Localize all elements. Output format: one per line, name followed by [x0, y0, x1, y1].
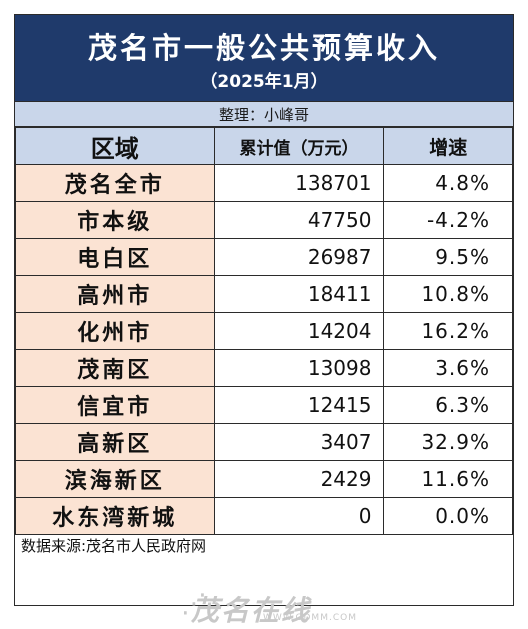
table-row: 高新区 3407 32.9%: [15, 423, 513, 461]
table-card: 茂名市一般公共预算收入 （2025年1月） 整理：小峰哥 区域 累计值（万元） …: [14, 14, 514, 627]
region-cell: 滨海新区: [15, 460, 215, 498]
table-row: 化州市 14204 16.2%: [15, 312, 513, 350]
value-cell: 138701: [213, 164, 385, 202]
table-header-row: 区域 累计值（万元） 增速: [15, 127, 513, 165]
region-cell: 电白区: [15, 238, 215, 276]
growth-cell: 9.5%: [383, 238, 513, 276]
table-row: 电白区 26987 9.5%: [15, 238, 513, 276]
growth-cell: -4.2%: [383, 201, 513, 239]
growth-cell: 11.6%: [383, 460, 513, 498]
page-subtitle: （2025年1月）: [200, 72, 328, 92]
region-cell: 茂南区: [15, 349, 215, 387]
table-row: 茂名全市 138701 4.8%: [15, 164, 513, 202]
value-cell: 18411: [213, 275, 385, 313]
region-cell: 化州市: [15, 312, 215, 350]
table-row: 市本级 47750 -4.2%: [15, 201, 513, 239]
data-source-note: 数据来源:茂名市人民政府网: [21, 537, 207, 555]
table-row: 水东湾新城 0 0.0%: [15, 497, 513, 535]
growth-cell: 32.9%: [383, 423, 513, 461]
column-header-growth: 增速: [383, 127, 513, 165]
region-cell: 高新区: [15, 423, 215, 461]
value-cell: 47750: [213, 201, 385, 239]
value-cell: 3407: [213, 423, 385, 461]
column-header-value: 累计值（万元）: [213, 127, 385, 165]
growth-cell: 3.6%: [383, 349, 513, 387]
title-banner: 茂名市一般公共预算收入 （2025年1月）: [15, 15, 513, 101]
table-row: 茂南区 13098 3.6%: [15, 349, 513, 387]
page-title: 茂名市一般公共预算收入: [87, 31, 440, 65]
growth-cell: 4.8%: [383, 164, 513, 202]
region-cell: 水东湾新城: [15, 497, 215, 535]
revenue-table: 区域 累计值（万元） 增速 茂名全市 138701 4.8% 市本级 47750…: [15, 127, 513, 535]
column-header-region: 区域: [15, 127, 215, 165]
watermark: ⋰ 茂名在线 WWW.GDMM.COM: [181, 589, 356, 629]
value-cell: 2429: [213, 460, 385, 498]
growth-cell: 16.2%: [383, 312, 513, 350]
watermark-url: WWW.GDMM.COM: [263, 613, 357, 623]
table-row: 高州市 18411 10.8%: [15, 275, 513, 313]
table-row: 滨海新区 2429 11.6%: [15, 460, 513, 498]
region-cell: 茂名全市: [15, 164, 215, 202]
table-row: 信宜市 12415 6.3%: [15, 386, 513, 424]
region-cell: 市本级: [15, 201, 215, 239]
growth-cell: 0.0%: [383, 497, 513, 535]
growth-cell: 6.3%: [383, 386, 513, 424]
value-cell: 0: [213, 497, 385, 535]
value-cell: 26987: [213, 238, 385, 276]
region-cell: 高州市: [15, 275, 215, 313]
compiler-credit: 整理：小峰哥: [15, 101, 513, 127]
region-cell: 信宜市: [15, 386, 215, 424]
watermark-logo-icon: ⋰: [181, 589, 207, 619]
value-cell: 14204: [213, 312, 385, 350]
value-cell: 12415: [213, 386, 385, 424]
growth-cell: 10.8%: [383, 275, 513, 313]
value-cell: 13098: [213, 349, 385, 387]
